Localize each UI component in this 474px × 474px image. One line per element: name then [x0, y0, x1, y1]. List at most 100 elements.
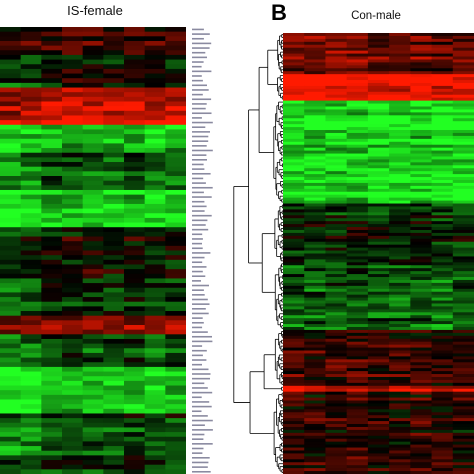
- is-female-cell: [165, 380, 186, 387]
- con-male-cell: [431, 232, 454, 237]
- is-female-cell: [103, 422, 125, 429]
- con-male-cell: [389, 127, 411, 131]
- is-female-cell: [82, 64, 104, 70]
- con-male-cell: [304, 144, 327, 149]
- con-male-cell: [410, 53, 433, 58]
- con-male-cell: [325, 347, 348, 352]
- con-male-cell: [431, 253, 454, 258]
- con-male-cell: [452, 356, 474, 360]
- is-female-cell: [144, 455, 166, 461]
- con-male-cell: [346, 103, 369, 108]
- is-female-cell: [82, 311, 104, 317]
- con-male-cell: [283, 356, 305, 360]
- is-female-cell: [82, 241, 104, 247]
- con-male-cell: [367, 185, 390, 190]
- is-female-cell: [41, 455, 63, 461]
- con-male-cell: [431, 385, 454, 390]
- con-male-cell: [367, 224, 390, 228]
- is-female-cell: [82, 134, 104, 140]
- is-female-cell: [0, 399, 22, 405]
- con-male-cell: [389, 235, 411, 240]
- is-female-cell: [20, 245, 42, 252]
- con-male-cell: [431, 74, 454, 78]
- is-female-cell: [144, 166, 166, 172]
- con-male-cell: [283, 224, 305, 228]
- con-male-cell: [346, 376, 369, 381]
- gene-label-mark: [192, 210, 205, 212]
- con-male-cell: [431, 182, 454, 187]
- is-female-cell: [124, 413, 146, 419]
- con-male-cell: [283, 235, 305, 240]
- gene-label-mark: [192, 47, 210, 49]
- is-female-cell: [0, 357, 22, 363]
- is-female-cell: [62, 180, 84, 186]
- is-female-cell: [20, 213, 42, 219]
- con-male-cell: [304, 338, 327, 343]
- con-male-cell: [389, 115, 411, 119]
- is-female-cell: [103, 106, 125, 112]
- is-female-cell: [0, 427, 22, 433]
- con-male-cell: [431, 450, 454, 455]
- is-female-cell: [82, 325, 104, 331]
- con-male-cell: [431, 388, 454, 393]
- gene-label-mark: [192, 377, 210, 380]
- is-female-cell: [20, 185, 42, 191]
- con-male-cell: [431, 394, 454, 399]
- con-male-cell: [325, 177, 348, 181]
- con-male-cell: [367, 235, 390, 240]
- con-male-cell: [325, 429, 348, 434]
- is-female-cell: [62, 162, 84, 168]
- con-male-cell: [452, 91, 474, 96]
- is-female-cell: [62, 366, 84, 373]
- con-male-cell: [389, 385, 411, 390]
- is-female-cell: [144, 343, 166, 349]
- con-male-cell: [452, 212, 474, 216]
- con-male-cell: [304, 318, 327, 322]
- is-female-cell: [124, 54, 146, 61]
- is-female-cell: [144, 40, 166, 47]
- con-male-cell: [389, 350, 411, 355]
- con-male-cell: [367, 174, 390, 178]
- is-female-cell: [0, 227, 22, 233]
- con-male-cell: [325, 362, 348, 366]
- is-female-cell: [0, 185, 22, 191]
- con-male-cell: [431, 238, 454, 243]
- con-male-cell: [325, 332, 348, 337]
- con-male-cell: [304, 394, 327, 399]
- is-female-cell: [124, 199, 146, 205]
- con-male-cell: [346, 35, 369, 40]
- con-male-cell: [431, 447, 454, 452]
- is-female-cell: [124, 287, 146, 294]
- con-male-cell: [410, 347, 433, 352]
- is-female-cell: [41, 180, 63, 186]
- con-male-cell: [304, 130, 327, 134]
- con-male-cell: [304, 147, 327, 152]
- con-male-cell: [452, 376, 474, 381]
- is-female-cell: [62, 110, 84, 117]
- is-female-cell: [0, 273, 22, 280]
- con-male-cell: [431, 376, 454, 381]
- con-male-cell: [389, 82, 411, 87]
- is-female-cell: [0, 92, 22, 98]
- is-female-cell: [124, 427, 146, 433]
- con-male-cell: [304, 132, 327, 137]
- is-female-cell: [41, 357, 63, 363]
- gene-label-mark: [192, 457, 210, 459]
- is-female-cell: [165, 348, 186, 354]
- con-male-cell: [389, 118, 411, 122]
- con-male-cell: [431, 132, 454, 137]
- heatmap-title-is-female: IS-female: [67, 3, 123, 18]
- con-male-cell: [346, 80, 369, 84]
- is-female-cell: [20, 269, 42, 275]
- is-female-cell: [82, 352, 104, 359]
- con-male-cell: [325, 465, 348, 469]
- con-male-cell: [325, 168, 348, 172]
- is-female-cell: [82, 334, 104, 340]
- is-female-cell: [0, 343, 22, 349]
- con-male-cell: [367, 277, 390, 281]
- is-female-cell: [165, 320, 186, 326]
- is-female-cell: [165, 227, 186, 233]
- is-female-cell: [20, 455, 42, 461]
- con-male-cell: [452, 365, 474, 369]
- con-male-cell: [410, 362, 433, 366]
